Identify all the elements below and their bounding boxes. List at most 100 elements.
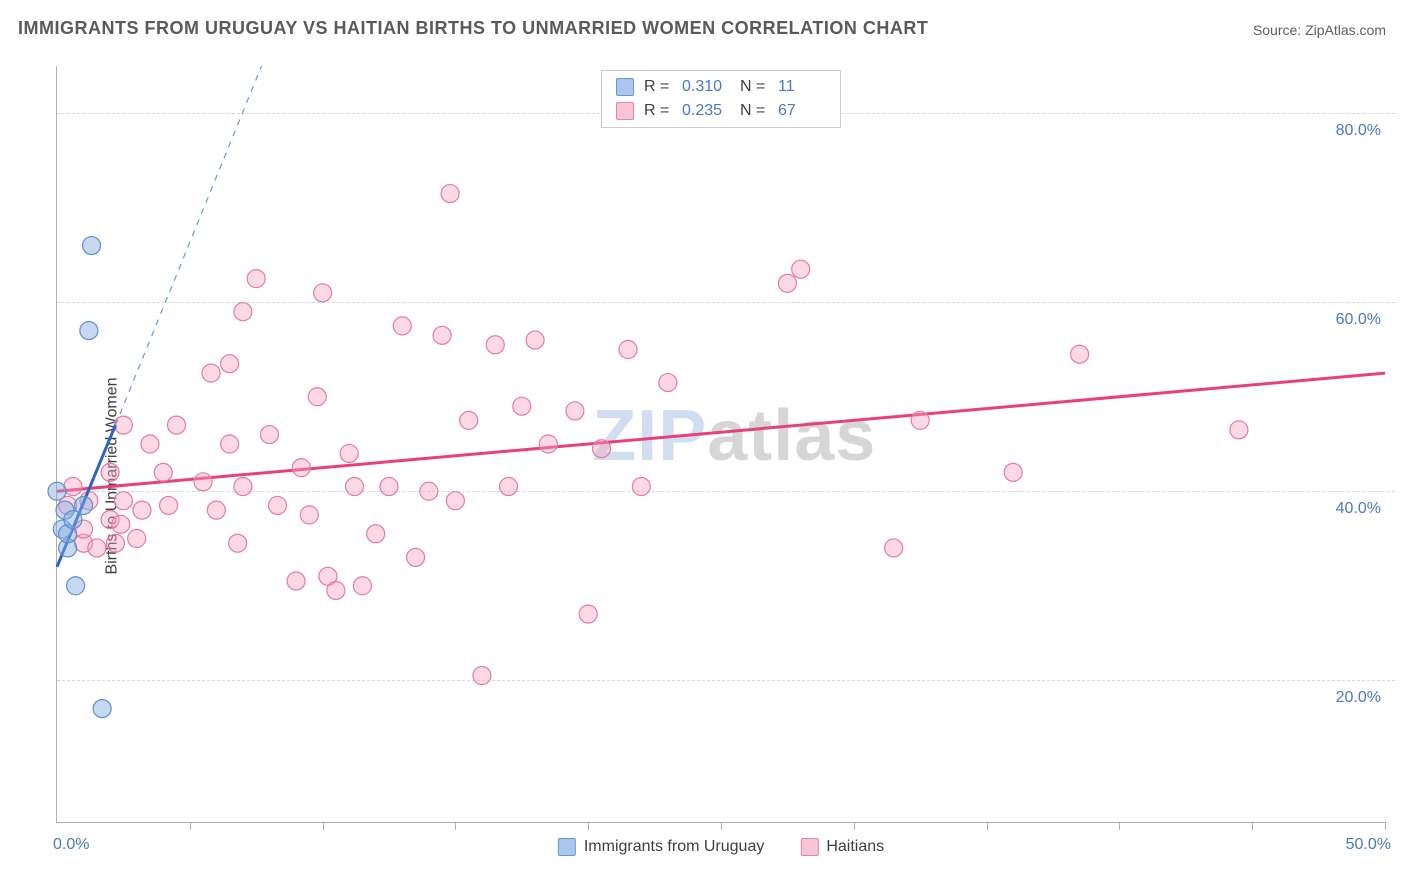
haitians-point (154, 463, 172, 481)
haitians-point (133, 501, 151, 519)
haitians-point (407, 548, 425, 566)
haitians-point (160, 496, 178, 514)
haitians-point (632, 478, 650, 496)
haitians-point (911, 411, 929, 429)
haitians-point (345, 478, 363, 496)
haitians-trend-line (57, 373, 1385, 491)
haitians-point (64, 478, 82, 496)
x-tick (721, 822, 722, 830)
haitians-point (234, 303, 252, 321)
haitians-point (885, 539, 903, 557)
haitians-point (268, 496, 286, 514)
haitians-point (659, 374, 677, 392)
haitians-point (526, 331, 544, 349)
n-label: N = (740, 99, 768, 123)
haitians-point (566, 402, 584, 420)
stats-legend-row: R = 0.310 N = 11 (616, 75, 826, 99)
haitians-point (247, 270, 265, 288)
haitians-point (128, 530, 146, 548)
haitians-point (353, 577, 371, 595)
haitians-point (207, 501, 225, 519)
haitians-point (202, 364, 220, 382)
x-tick-label-min: 0.0% (53, 836, 89, 854)
haitians-point (114, 492, 132, 510)
haitians-point (88, 539, 106, 557)
haitians-point (101, 463, 119, 481)
haitians-point (300, 506, 318, 524)
legend-item: Immigrants from Uruguay (558, 838, 765, 856)
legend-swatch (800, 838, 818, 856)
x-tick (588, 822, 589, 830)
uruguay-point (67, 577, 85, 595)
legend-swatch (616, 78, 634, 96)
haitians-point (539, 435, 557, 453)
uruguay-point (83, 237, 101, 255)
r-label: R = (644, 75, 672, 99)
haitians-point (229, 534, 247, 552)
source-attribution: Source: ZipAtlas.com (1253, 22, 1386, 38)
n-label: N = (740, 75, 768, 99)
haitians-point (393, 317, 411, 335)
n-value: 67 (778, 99, 826, 123)
x-tick (323, 822, 324, 830)
haitians-point (168, 416, 186, 434)
haitians-point (500, 478, 518, 496)
haitians-point (441, 185, 459, 203)
uruguay-point (93, 700, 111, 718)
series-legend: Immigrants from Uruguay Haitians (558, 838, 884, 856)
source-prefix: Source: (1253, 22, 1305, 38)
stats-legend: R = 0.310 N = 11 R = 0.235 N = 67 (601, 70, 841, 128)
scatter-svg (57, 66, 1385, 822)
legend-swatch (558, 838, 576, 856)
plot-area: ZIPatlas 20.0%40.0%60.0%80.0% 0.0% 50.0%… (56, 66, 1385, 823)
x-tick (455, 822, 456, 830)
legend-label: Haitians (826, 838, 884, 856)
uruguay-point (75, 496, 93, 514)
haitians-point (380, 478, 398, 496)
haitians-point (314, 284, 332, 302)
haitians-point (367, 525, 385, 543)
haitians-point (292, 459, 310, 477)
x-tick (1385, 822, 1386, 830)
x-tick-label-max: 50.0% (1346, 836, 1391, 854)
haitians-point (287, 572, 305, 590)
haitians-point (446, 492, 464, 510)
haitians-point (619, 341, 637, 359)
haitians-point (114, 416, 132, 434)
haitians-point (260, 426, 278, 444)
r-label: R = (644, 99, 672, 123)
haitians-point (1230, 421, 1248, 439)
haitians-point (579, 605, 597, 623)
haitians-point (473, 667, 491, 685)
haitians-point (513, 397, 531, 415)
source-name: ZipAtlas.com (1305, 22, 1386, 38)
x-tick (1252, 822, 1253, 830)
r-value: 0.310 (682, 75, 730, 99)
chart-title: IMMIGRANTS FROM URUGUAY VS HAITIAN BIRTH… (18, 18, 928, 39)
haitians-point (486, 336, 504, 354)
haitians-point (340, 444, 358, 462)
haitians-point (194, 473, 212, 491)
haitians-point (1004, 463, 1022, 481)
haitians-point (592, 440, 610, 458)
haitians-point (141, 435, 159, 453)
haitians-point (327, 581, 345, 599)
haitians-point (433, 326, 451, 344)
haitians-point (221, 355, 239, 373)
uruguay-point (48, 482, 66, 500)
legend-label: Immigrants from Uruguay (584, 838, 765, 856)
stats-legend-row: R = 0.235 N = 67 (616, 99, 826, 123)
haitians-point (106, 534, 124, 552)
uruguay-trend-dashed (115, 66, 261, 425)
haitians-point (420, 482, 438, 500)
x-tick (987, 822, 988, 830)
x-tick (854, 822, 855, 830)
haitians-point (234, 478, 252, 496)
haitians-point (460, 411, 478, 429)
haitians-point (221, 435, 239, 453)
n-value: 11 (778, 75, 826, 99)
haitians-point (778, 274, 796, 292)
legend-item: Haitians (800, 838, 884, 856)
x-tick (1119, 822, 1120, 830)
r-value: 0.235 (682, 99, 730, 123)
